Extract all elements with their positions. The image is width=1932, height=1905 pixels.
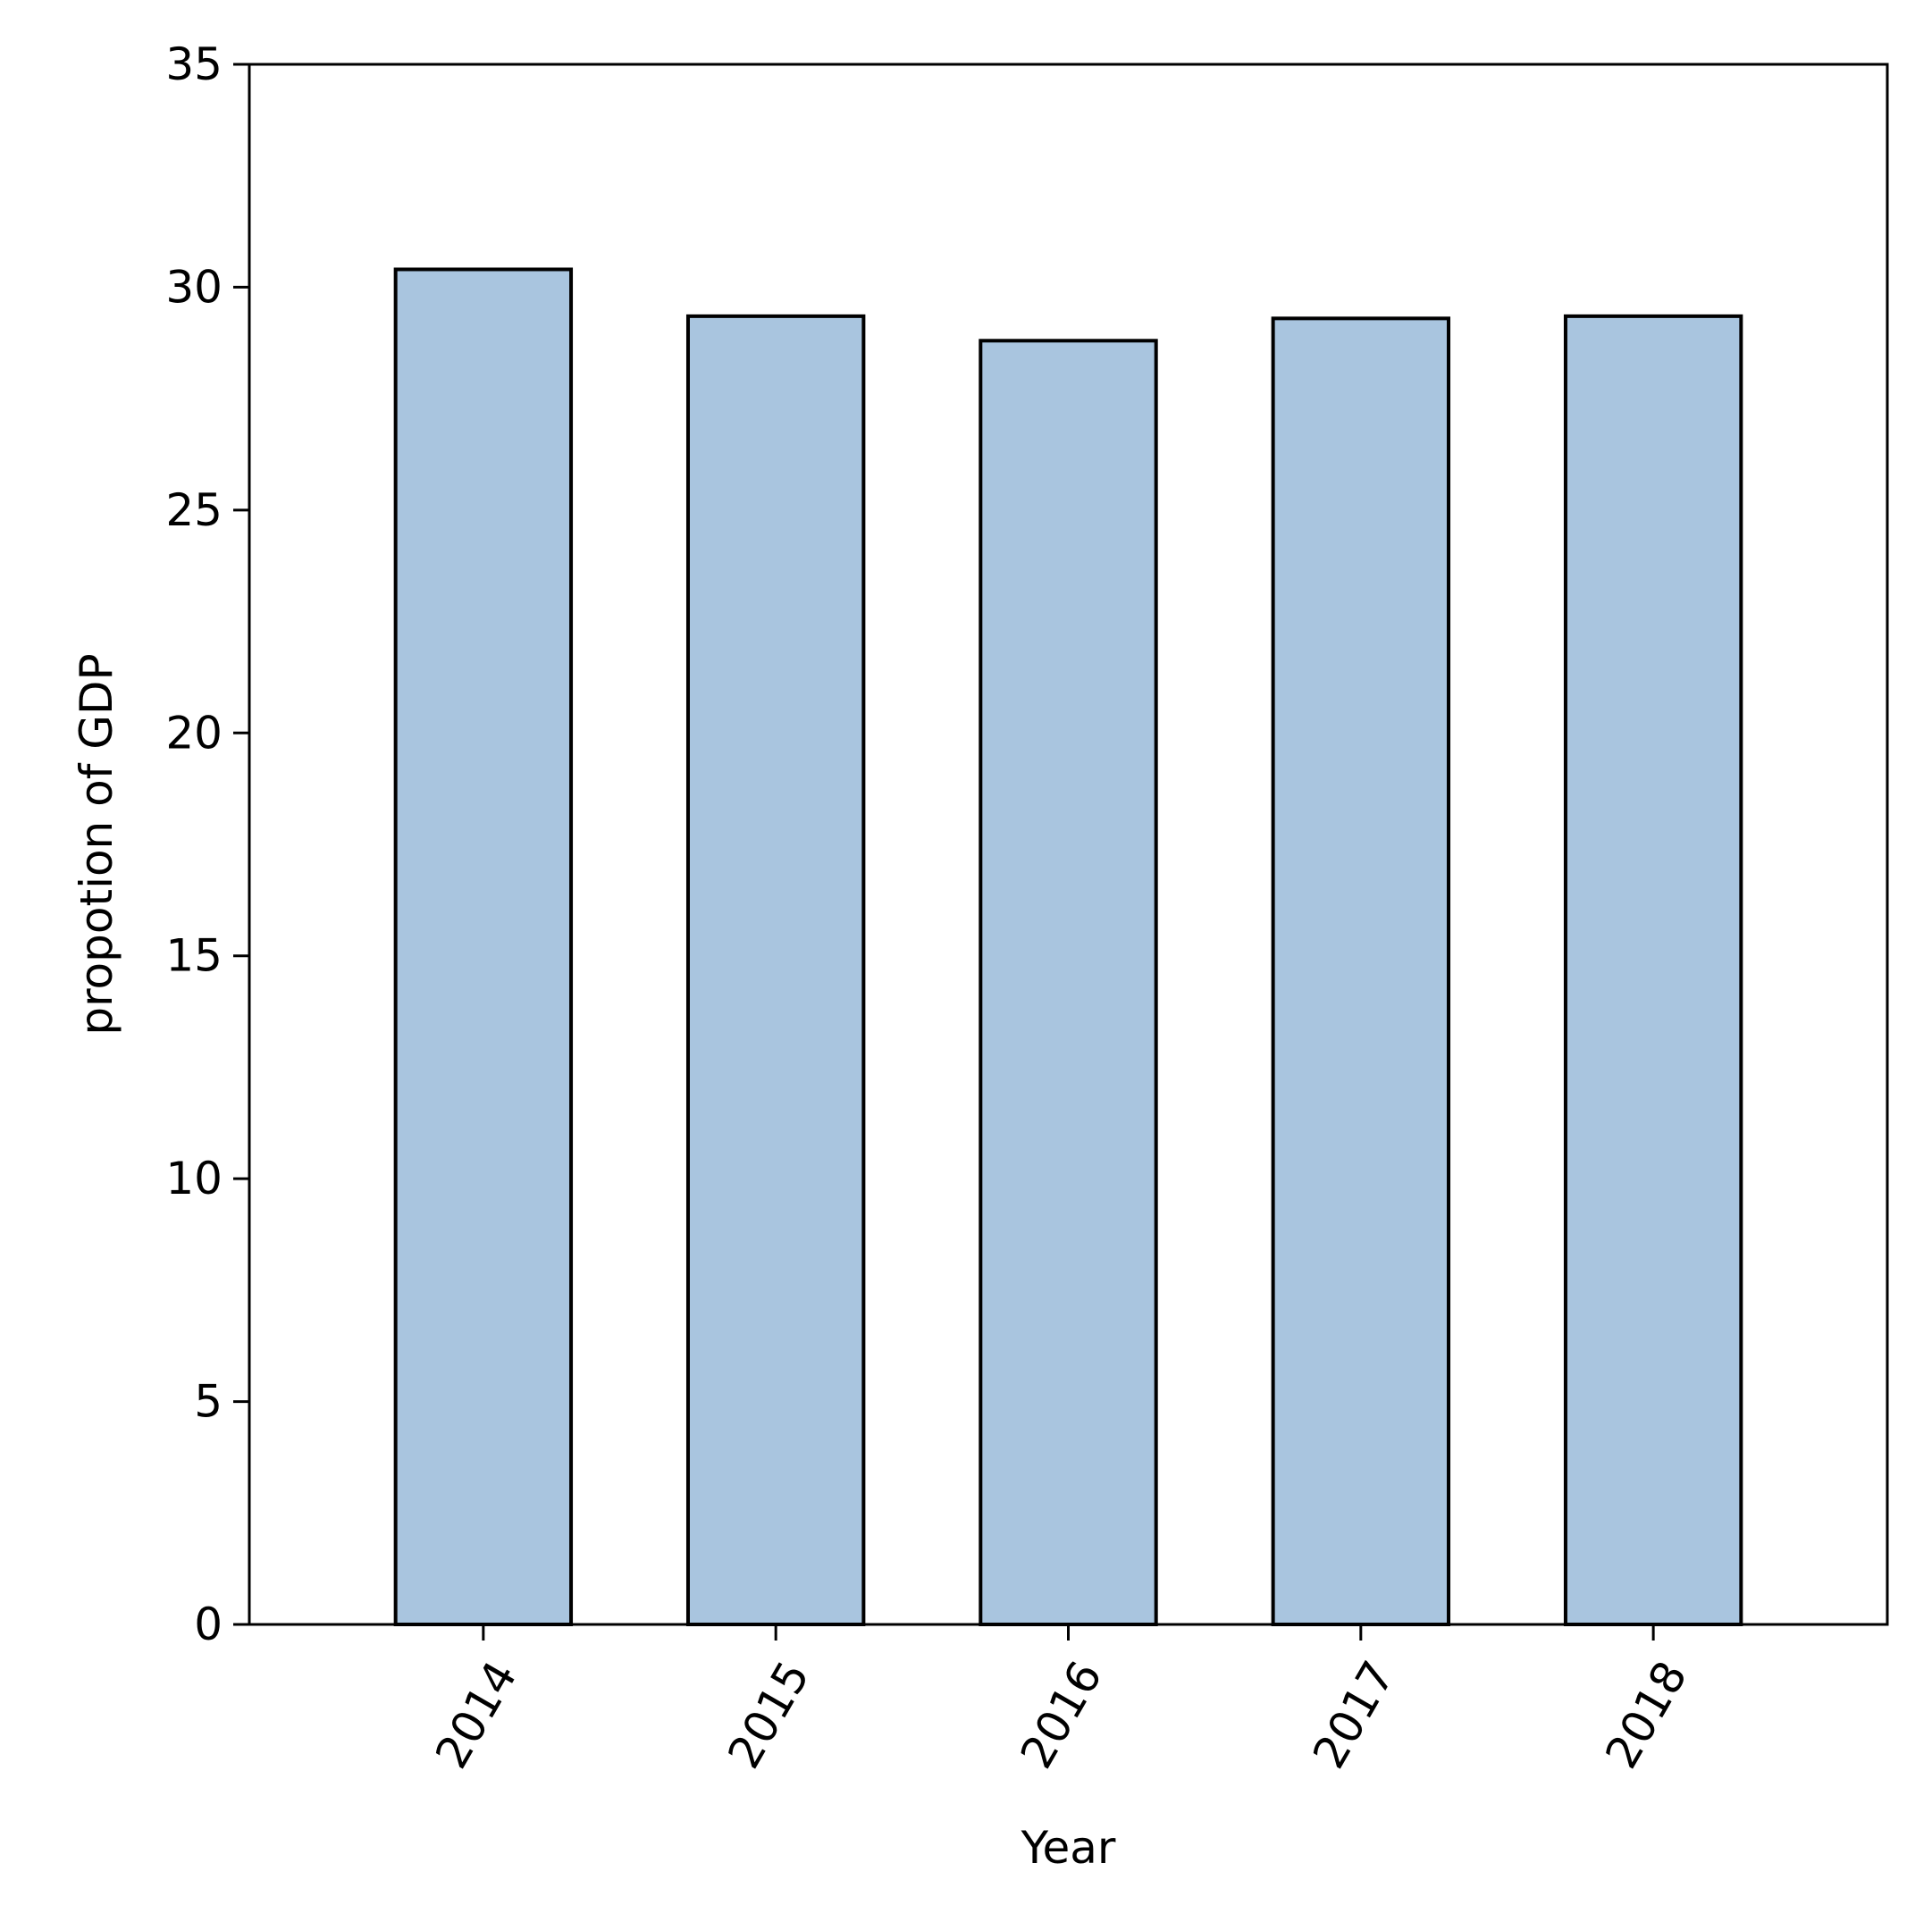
- plot-frame: [248, 63, 1889, 1626]
- x-tick-label: 2015: [718, 1653, 819, 1777]
- x-tick-label: 2017: [1303, 1653, 1405, 1777]
- bar-2016: [979, 339, 1158, 1627]
- bar-2018: [1563, 314, 1743, 1627]
- bar-2015: [685, 314, 866, 1627]
- y-tick-label: 25: [165, 484, 223, 536]
- y-tick-label: 35: [165, 38, 223, 90]
- bar-2017: [1271, 316, 1451, 1627]
- y-tick-label: 10: [165, 1153, 223, 1204]
- x-tick-label: 2014: [425, 1653, 527, 1777]
- y-tick-label: 5: [194, 1376, 223, 1428]
- y-tick-label: 20: [165, 707, 223, 759]
- x-axis-title: Year: [1021, 1822, 1116, 1874]
- bar-2014: [393, 267, 574, 1627]
- bars-layer: [393, 267, 1743, 1627]
- y-tick-label: 15: [165, 930, 223, 982]
- y-tick-label: 0: [194, 1599, 223, 1650]
- x-tick-label: 2016: [1011, 1653, 1113, 1777]
- x-tick-label: 2018: [1595, 1653, 1697, 1777]
- y-axis-title: propotion of GDP: [71, 653, 122, 1035]
- y-tick-label: 30: [165, 261, 223, 313]
